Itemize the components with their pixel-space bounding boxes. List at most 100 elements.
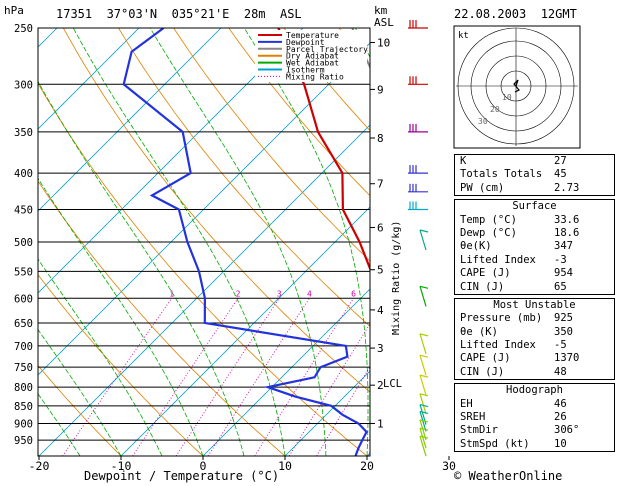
index-value: 65 (554, 280, 567, 293)
legend-label: Isotherm (286, 66, 325, 75)
wind-barb-shaft (419, 427, 427, 449)
x-tick-label: -10 (111, 459, 132, 473)
hodograph-ring-label: 30 (478, 117, 488, 126)
height-axis-unit: km (374, 4, 388, 17)
index-label: CIN (J) (460, 280, 505, 293)
index-row: CIN (J) 48 (455, 366, 614, 379)
index-row: CAPE (J) 954 (455, 267, 614, 280)
pressure-tick-label: 850 (14, 401, 33, 413)
dry-adiabat-line (118, 28, 370, 327)
wet-adiabat-line (38, 328, 122, 456)
section-title: Hodograph (506, 384, 563, 397)
dry-adiabat-line (38, 364, 122, 456)
index-value: 306° (554, 424, 580, 437)
pressure-axis-unit: hPa (4, 4, 24, 17)
x-tick-label: 30 (442, 459, 456, 473)
wind-barb-shaft (419, 286, 427, 307)
index-label: Lifted Index (460, 339, 536, 352)
x-tick-label: 0 (200, 459, 207, 473)
height-tick-label: 8 (377, 132, 384, 145)
index-label: EH (460, 397, 473, 410)
mixing-ratio-line (316, 365, 370, 456)
mixing-ratio-label: 2 (236, 289, 241, 298)
index-row: Totals Totals 45 (455, 168, 614, 181)
index-value: 925 (554, 312, 573, 325)
wind-barb-feather (419, 403, 429, 408)
height-tick-label: 6 (377, 221, 384, 234)
index-label: Totals Totals (460, 168, 543, 181)
index-label: SREH (460, 411, 486, 424)
x-tick-label: 20 (360, 459, 374, 473)
pressure-isobars (38, 27, 370, 441)
dry-adiabat-line (283, 28, 370, 132)
index-row: PW (cm) 2.73 (455, 182, 614, 195)
height-tick-label: 7 (377, 178, 384, 191)
index-label: Lifted Index (460, 253, 536, 266)
dry-adiabat-line (173, 28, 370, 262)
isotherm-line (120, 206, 370, 456)
height-tick-label: 4 (377, 304, 384, 317)
pressure-tick-label: 600 (14, 293, 33, 305)
pressure-tick-label: 950 (14, 435, 33, 447)
pressure-tick-label: 350 (14, 127, 33, 139)
index-label: Temp (°C) (460, 213, 517, 226)
wind-barb-shaft (419, 411, 427, 432)
mixing-ratio-line (288, 322, 370, 456)
pressure-tick-label: 900 (14, 418, 33, 430)
pressure-tick-label: 300 (14, 79, 33, 91)
dry-adiabat-line (38, 180, 286, 456)
wind-barb-shaft (419, 436, 427, 457)
wind-barb-feather (419, 354, 429, 358)
index-row: θe (K) 350 (455, 326, 614, 339)
pressure-tick-label: 800 (14, 382, 33, 394)
indices-hodograph: Hodograph EH 46 SREH 26 StmDir 306° StmSpd … (454, 383, 615, 453)
hodograph-ring-label: 10 (502, 93, 512, 102)
index-row: Dewp (°C) 18.6 (455, 227, 614, 240)
isotherm-line (38, 42, 370, 376)
mixing-ratio-label: 8 (384, 289, 389, 298)
pressure-tick-label: 500 (14, 237, 33, 249)
mixing-ratio-label: 10 (407, 289, 417, 298)
index-row: θe(K) 347 (455, 240, 614, 253)
index-row: StmSpd (kt) 10 (455, 438, 614, 451)
wet-adiabat-line (38, 393, 81, 456)
index-row: CAPE (J) 1370 (455, 352, 614, 365)
isotherm-line (284, 370, 370, 456)
indices-general: K 27 Totals Totals 45 PW (cm) 2.73 (454, 154, 615, 197)
height-tick-label: 3 (377, 342, 384, 355)
index-value: 46 (554, 397, 567, 410)
legend-label: Mixing Ratio (286, 72, 344, 81)
index-value: 954 (554, 267, 573, 280)
wind-barb-shaft (419, 355, 427, 376)
wind-barb-shaft (419, 419, 427, 441)
indices-panel: K 27 Totals Totals 45 PW (cm) 2.73 Surface … (454, 154, 615, 455)
index-label: Dewp (°C) (460, 226, 517, 239)
index-value: 350 (554, 325, 573, 338)
mixing-ratio-line (132, 298, 239, 456)
pressure-tick-label: 250 (14, 23, 33, 35)
datetime-label: 22.08.2003 12GMT (454, 7, 577, 21)
index-value: -5 (554, 339, 567, 352)
indices-surface: Surface Temp (°C) 33.6 Dewp (°C) 18.6 θe(K… (454, 199, 615, 295)
axes: 2503003504004505005506006507007508008509… (14, 23, 456, 473)
wind-barb-feather (419, 435, 429, 439)
index-value: 2.73 (554, 181, 580, 194)
legend-label: Parcel Trajectory (286, 45, 368, 54)
index-label: θe (K) (460, 325, 498, 338)
wet-adiabat-line (149, 28, 327, 456)
height-tick-label: 2 (377, 379, 384, 392)
wind-barb-feather (419, 374, 429, 378)
mixing-ratio-label: 1 (169, 289, 174, 298)
plot-frame (37, 27, 371, 457)
series-line-dewpoint (122, 28, 368, 456)
pressure-tick-label: 700 (14, 341, 33, 353)
wind-barb-feather (419, 285, 429, 289)
index-label: θe(K) (460, 240, 492, 253)
mixing-ratio-line (175, 298, 280, 456)
index-value: 18.6 (554, 226, 580, 239)
legend-label: Temperature (286, 31, 339, 40)
x-tick-label: 10 (278, 459, 292, 473)
wind-barb-feather (419, 333, 429, 337)
index-value: 48 (554, 365, 567, 378)
